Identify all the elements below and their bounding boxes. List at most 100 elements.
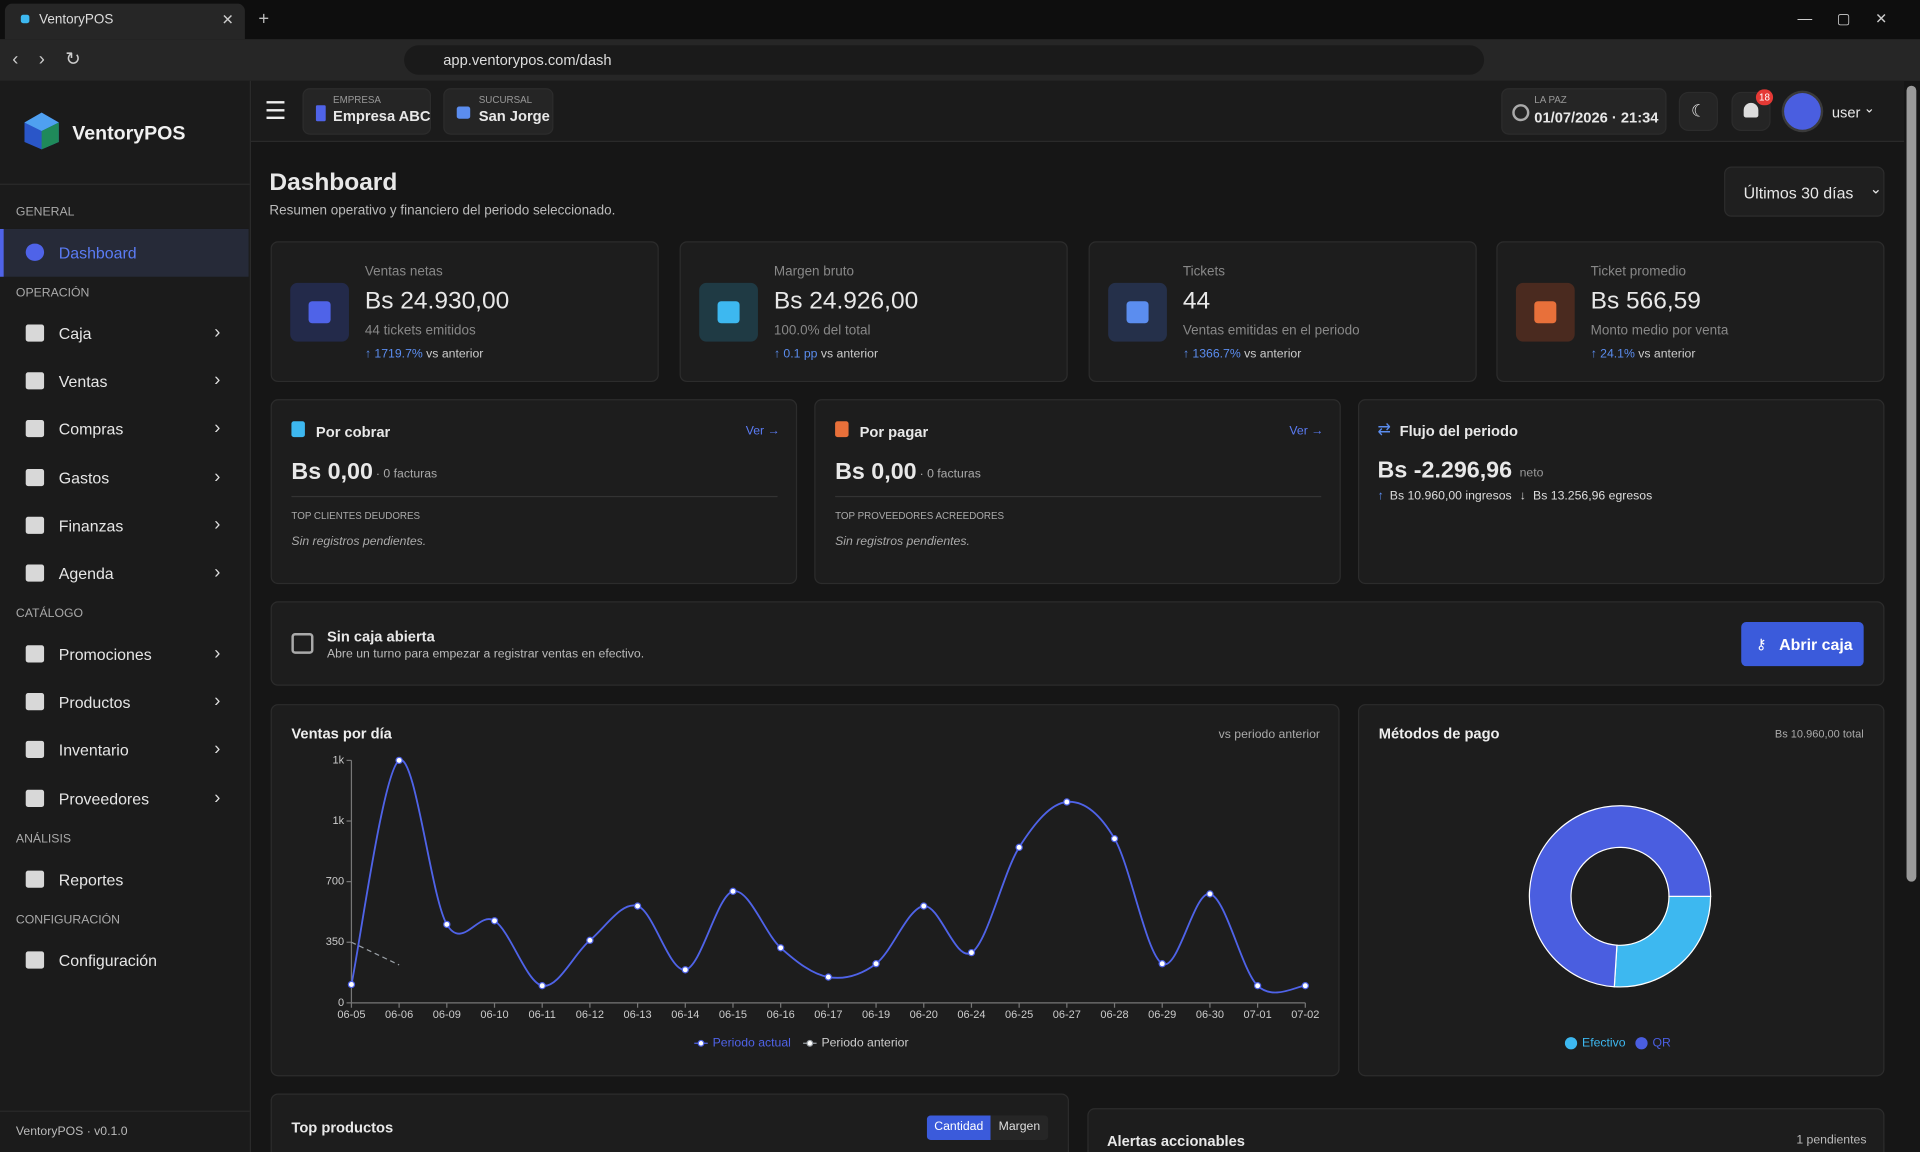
x-tick-label: 06-13 [623,1009,651,1021]
y-tick-label: 0 [338,997,344,1009]
point [1206,890,1214,898]
up-arrow: ↑ [364,347,375,362]
avatar[interactable] [1784,93,1821,130]
legend-marker [697,1039,705,1047]
point [967,948,976,957]
legend-label: Efectivo [1582,1035,1626,1049]
y-tick-label: 350 [326,936,344,948]
nav-item[interactable]: Reportes [58,870,124,889]
sales-chart-card [270,704,1340,1077]
label: EMPRESA [333,94,381,106]
x-tick-label: 06-16 [767,1009,795,1021]
chevron: ⌄ [1863,101,1875,117]
chart-title: Métodos de pago [1379,727,1500,743]
nav-item[interactable]: Ventas [58,372,108,391]
nav-item[interactable]: Dashboard [58,243,137,263]
chart-subtitle: Bs 10.960,00 total [1775,729,1864,741]
balance-count: · 0 facturas [919,467,981,482]
nav-item[interactable]: Caja [58,324,92,343]
balance-title: Por cobrar [315,423,391,441]
window-controls[interactable]: — ▢ ✕ [1797,9,1888,27]
icon [456,106,471,119]
list-title: TOP CLIENTES DEUDORES [291,510,421,522]
nav-icon [25,468,45,486]
chart-subtitle: vs periodo anterior [1219,727,1320,741]
legend-marker [1564,1037,1578,1050]
nav-icon [25,372,45,390]
tab[interactable] [4,3,245,40]
menu-button[interactable]: ☰ [264,97,287,125]
nav-item[interactable]: Proveedores [58,789,150,808]
button-label: Abrir caja [1779,635,1853,654]
nav-item[interactable]: Inventario [58,741,129,760]
user[interactable]: user [1831,104,1861,122]
kpi-glyph [717,301,740,324]
nav-icon [25,741,45,759]
section-title: ANÁLISIS [15,832,72,846]
balance-card [814,399,1341,585]
chevron: › [214,418,221,439]
period-select[interactable] [1724,166,1885,217]
nav-item[interactable]: Configuración [58,950,158,970]
x-tick-label: 06-12 [576,1009,604,1021]
logo [24,112,59,150]
series-line [351,941,400,966]
balance-amount: Bs 0,00 [291,459,373,485]
nav-item[interactable]: Gastos [58,468,110,487]
payments-card [1357,704,1885,1077]
tab-margen[interactable]: Margen [990,1115,1049,1141]
banner-title: Sin caja abierta [326,628,435,646]
nav-item[interactable]: Compras [58,420,124,439]
kpi-label: Margen bruto [773,264,855,280]
chevron: › [214,370,221,391]
point [729,887,737,896]
flow-card [1357,399,1885,585]
open-cash-button[interactable] [1741,622,1864,667]
nav-item[interactable]: Finanzas [58,516,124,535]
tab-close[interactable]: ✕ [221,11,234,29]
kpi-label: Tickets [1182,264,1226,280]
x-tick-label: 06-11 [529,1009,556,1021]
nav-item[interactable]: Promociones [58,645,152,664]
chevron: ⌄ [1869,180,1883,198]
nav-icon [25,324,45,342]
x-tick-label: 06-24 [957,1009,985,1021]
kpi-card [1496,241,1885,383]
nav-item[interactable]: Agenda [58,564,114,583]
section-title: CONFIGURACIÓN [15,912,121,927]
up-arrow: ↑ [1590,347,1601,362]
x-tick-label: 06-05 [337,1009,365,1021]
balance-link[interactable]: Ver → [745,424,780,439]
chevron: › [214,322,221,343]
new-tab[interactable]: + [258,8,270,30]
point [633,902,642,910]
address-bar[interactable] [404,45,1485,75]
theme-button[interactable] [1678,91,1718,132]
flow-title: Flujo del periodo [1399,422,1518,440]
up-arrow: ↑ [1182,347,1193,362]
label: SUCURSAL [478,94,533,106]
kpi-sub: Ventas emitidas en el periodo [1182,323,1360,338]
alerts-count: 1 pendientes [1796,1133,1867,1148]
kpi-value: 44 [1182,287,1211,315]
chevron: › [214,690,221,712]
kpi-sub: 100.0% del total [773,323,871,338]
nav-item[interactable]: Productos [58,693,131,712]
version: VentoryPOS · v0.1.0 [15,1125,128,1139]
nav-buttons[interactable]: ‹ › ↻ [12,48,81,70]
x-tick-label: 06-09 [433,1009,461,1021]
kpi-value: Bs 24.930,00 [364,287,510,315]
down-arrow: ↓ [1519,489,1526,504]
balance-link[interactable]: Ver → [1289,424,1324,439]
point [1253,982,1262,990]
register-icon [291,633,314,654]
balance-card [270,399,798,585]
flow-label: neto [1519,466,1544,481]
kpi-change: 24.1% [1600,347,1635,362]
series-line [350,759,1306,994]
chevron: › [214,786,221,808]
tab-cantidad[interactable]: Cantidad [926,1115,991,1141]
x-tick-label: 07-02 [1291,1009,1319,1021]
cash-banner [270,601,1885,686]
